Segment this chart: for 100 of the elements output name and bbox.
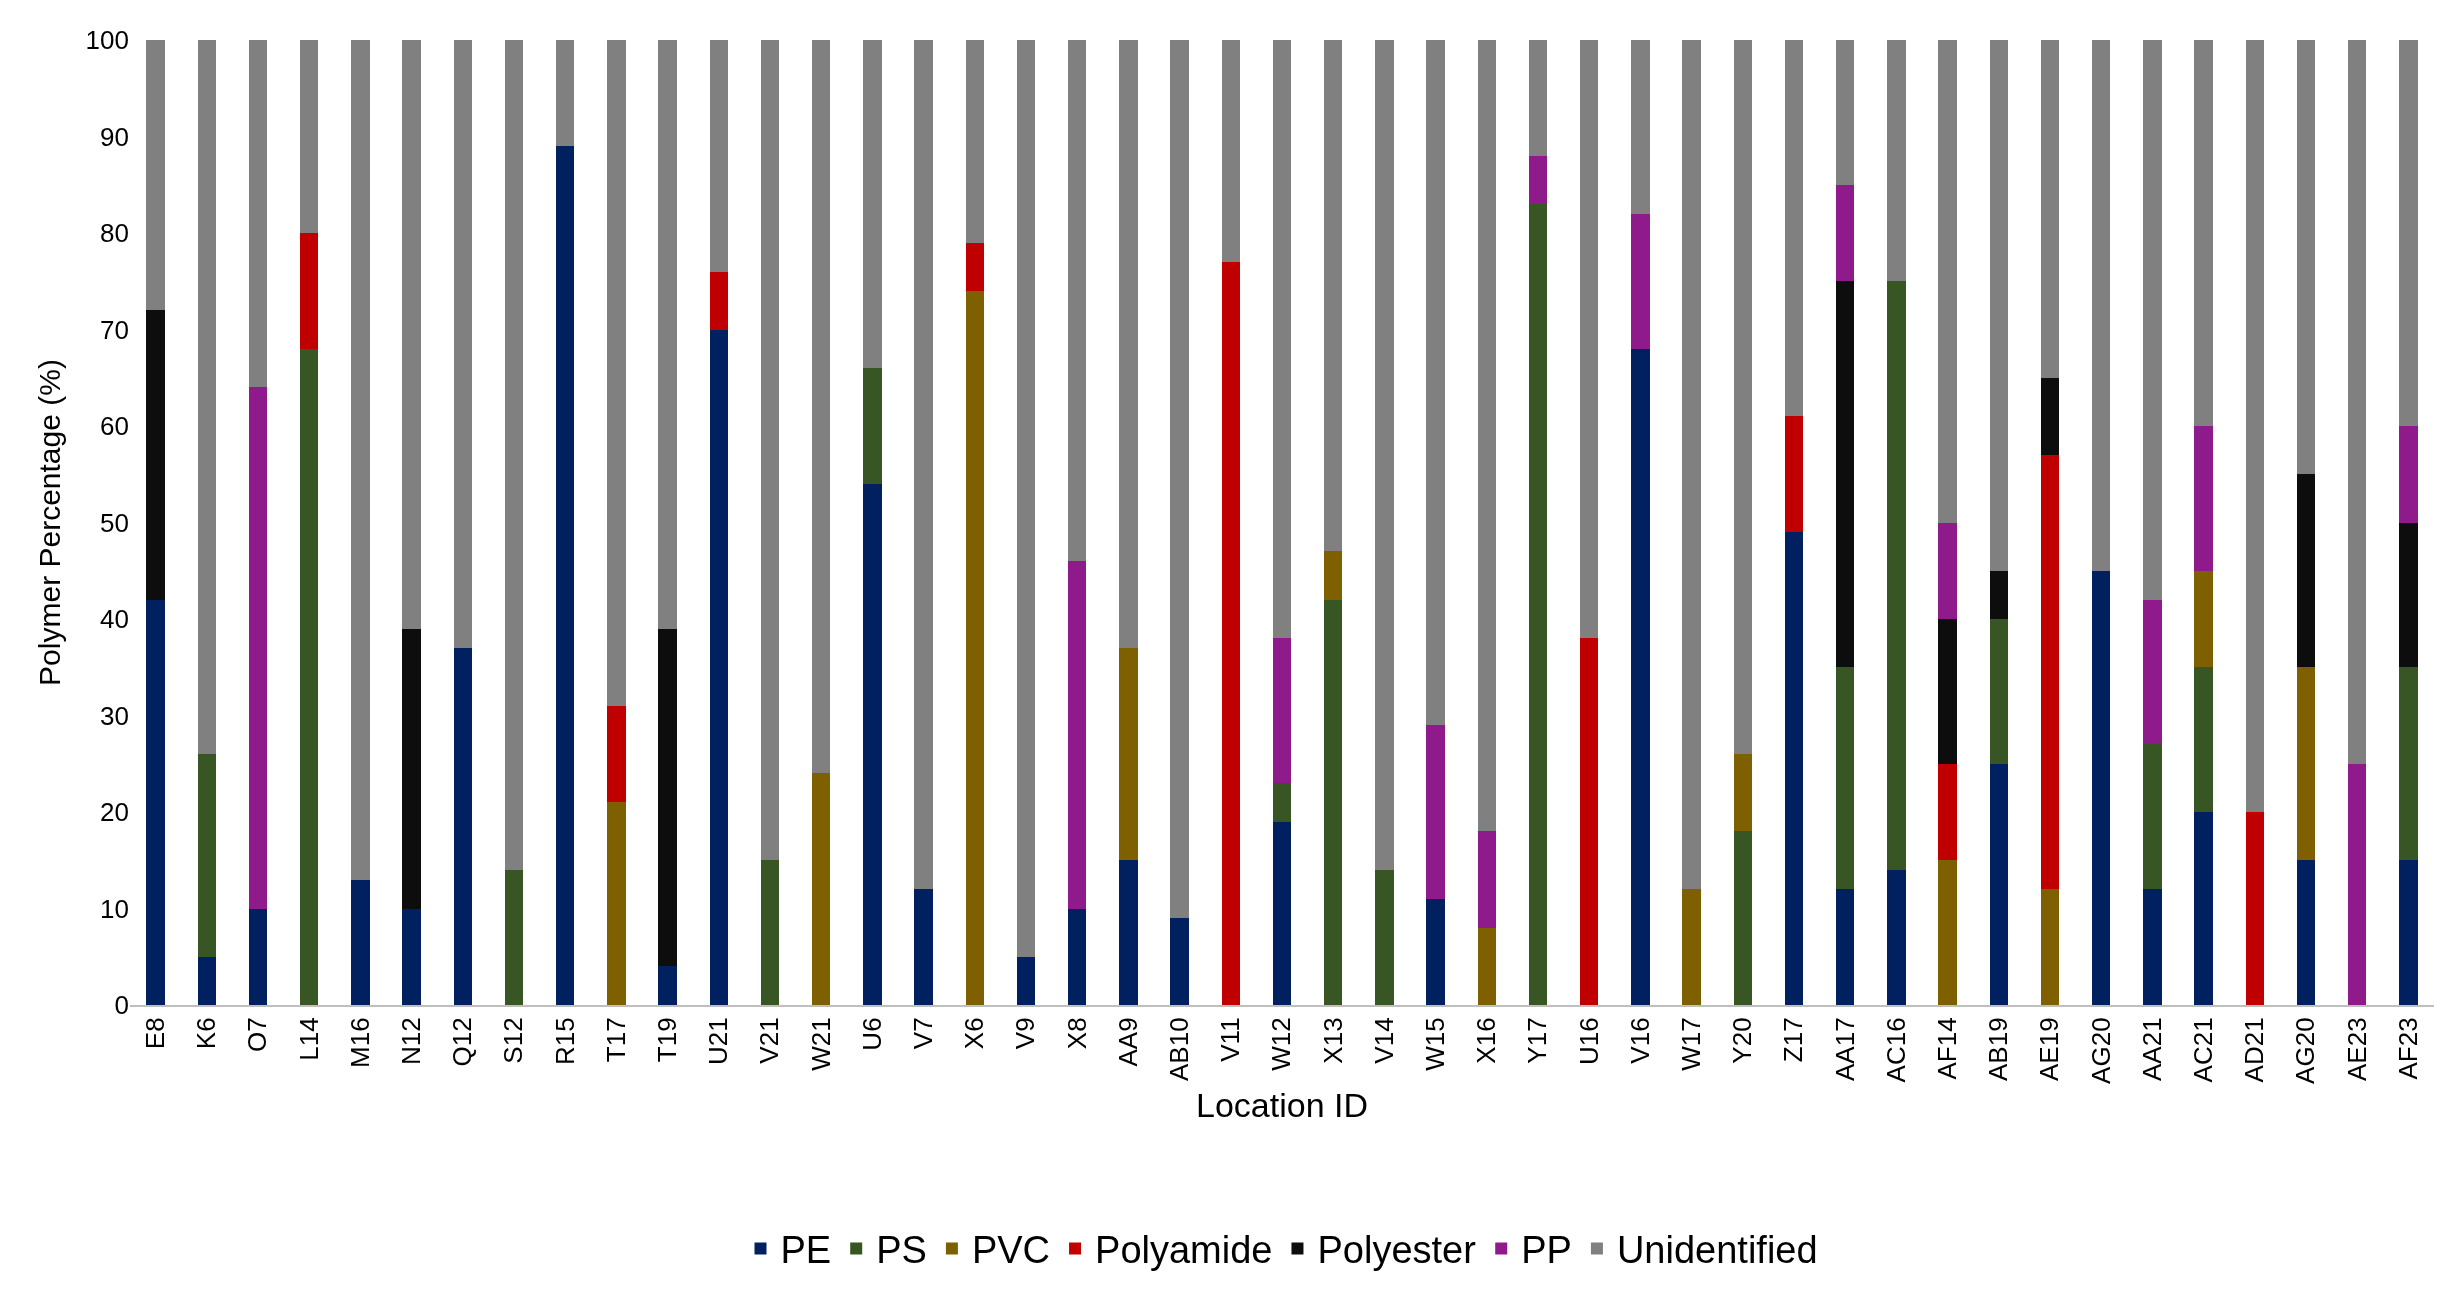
bar [607, 40, 626, 706]
x-tick-label: AG20 [2290, 1017, 2321, 1084]
bar [248, 40, 268, 388]
x-tick-label: AC21 [2188, 1017, 2219, 1083]
x-tick-label: O7 [242, 1017, 273, 1053]
bar [709, 40, 729, 272]
x-tick-label: AA17 [1829, 1017, 1860, 1082]
y-tick-label: 80 [100, 218, 129, 249]
bar [914, 889, 933, 1005]
x-tick-label: K6 [191, 1017, 222, 1050]
bar [760, 860, 780, 1005]
bar [709, 329, 729, 1005]
bar [2143, 889, 2162, 1005]
bar [1323, 551, 1343, 600]
x-tick-label: V14 [1368, 1017, 1399, 1064]
x-tick-label: W12 [1266, 1017, 1297, 1071]
x-tick-label: W17 [1676, 1017, 1707, 1071]
x-tick-label: T19 [652, 1017, 683, 1063]
bar [402, 40, 421, 629]
bar [1938, 619, 1957, 764]
x-tick-label: AB10 [1164, 1017, 1195, 1082]
x-tick-label: R15 [549, 1017, 580, 1066]
x-tick-label: Z17 [1778, 1017, 1809, 1063]
x-tick-label: U16 [1573, 1017, 1604, 1066]
legend-label: Polyamide [1095, 1229, 1273, 1272]
bar [1528, 155, 1548, 205]
bar [1375, 40, 1394, 870]
bar [965, 242, 985, 291]
x-axis-title: Location ID [1196, 1085, 1368, 1124]
bar [2399, 522, 2418, 668]
x-tick-label: AA9 [1112, 1017, 1143, 1067]
bar [504, 40, 524, 870]
bar [1989, 763, 2009, 1005]
y-tick-label: 0 [114, 990, 129, 1021]
x-tick-label: W15 [1420, 1017, 1451, 1071]
bar [1784, 532, 1804, 1005]
bar [1631, 348, 1650, 1005]
bar [2296, 474, 2316, 668]
bar [709, 271, 729, 330]
legend-label: PP [1521, 1229, 1572, 1272]
bar [1375, 869, 1394, 1005]
x-tick-label: Y17 [1522, 1017, 1553, 1064]
bar [1119, 40, 1138, 648]
x-tick-label: AC16 [1880, 1017, 1911, 1083]
bar [1733, 754, 1753, 832]
legend-label: PVC [971, 1229, 1051, 1272]
bar [2040, 377, 2060, 455]
x-tick-label: W21 [805, 1017, 836, 1071]
x-tick-label: U21 [703, 1017, 734, 1066]
x-tick-label: V16 [1624, 1017, 1655, 1064]
x-tick-label: V7 [908, 1017, 939, 1050]
y-tick-label: 100 [85, 25, 129, 56]
x-tick-label: E8 [140, 1017, 171, 1050]
bar [863, 368, 882, 484]
x-tick-label: AF14 [1932, 1017, 1963, 1080]
bar [1733, 40, 1753, 755]
bar [1938, 522, 1957, 619]
bar [1119, 860, 1138, 1005]
x-tick-label: AG20 [2085, 1017, 2116, 1084]
bar [811, 40, 831, 774]
x-tick-label: N12 [396, 1017, 427, 1066]
bar [1477, 831, 1497, 928]
y-tick-label: 40 [100, 604, 129, 635]
bar [658, 966, 677, 1005]
bar [1938, 763, 1957, 861]
bar [1579, 40, 1599, 639]
y-tick-label: 10 [100, 893, 129, 924]
bar [1272, 638, 1292, 784]
x-tick-label: V9 [1010, 1017, 1041, 1050]
bar [1477, 40, 1497, 832]
x-tick-label: AE23 [2341, 1017, 2372, 1082]
x-tick-label: V11 [1215, 1017, 1246, 1062]
bar [1426, 898, 1445, 1005]
bar [1119, 647, 1138, 861]
bar [1938, 40, 1957, 523]
bar [402, 908, 421, 1005]
bar [2143, 744, 2162, 890]
bar [1631, 213, 1650, 349]
bar [811, 773, 831, 1005]
bar [965, 40, 985, 243]
bar [658, 628, 677, 967]
bar [453, 647, 473, 1005]
y-tick-label: 90 [100, 121, 129, 152]
bar [1682, 40, 1701, 890]
bar [1528, 40, 1548, 156]
bar [1835, 889, 1855, 1005]
bar [914, 40, 933, 890]
bar [1682, 889, 1701, 1005]
bar [146, 40, 165, 311]
x-tick-label: X8 [1061, 1017, 1092, 1050]
bar [299, 233, 319, 349]
bar [2296, 860, 2316, 1005]
bar [197, 956, 217, 1005]
bar [1631, 40, 1650, 214]
bar [1067, 561, 1087, 909]
x-tick-label: X16 [1471, 1017, 1502, 1064]
y-tick-label: 60 [100, 411, 129, 442]
bar [1528, 204, 1548, 1005]
bar [607, 705, 626, 803]
bar [299, 348, 319, 1005]
